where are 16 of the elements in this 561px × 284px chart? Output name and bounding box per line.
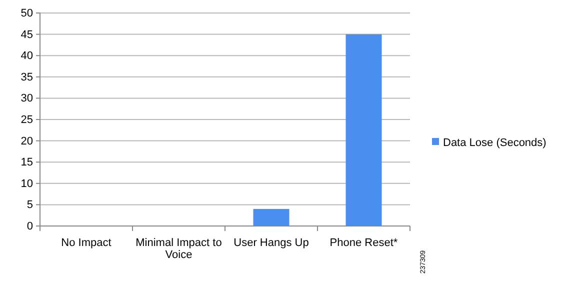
y-tick-label: 5 — [26, 199, 33, 212]
x-tick-label: User Hangs Up — [234, 237, 309, 249]
y-tick-label: 10 — [20, 178, 33, 190]
y-tick-label: 25 — [20, 114, 33, 126]
x-tick-label: No Impact — [61, 237, 112, 249]
y-tick-label: 30 — [20, 92, 33, 105]
y-tick-label: 35 — [20, 71, 33, 84]
y-tick-label: 15 — [20, 156, 33, 169]
x-tick-label: Phone Reset* — [330, 237, 398, 249]
legend-label: Data Lose (Seconds) — [443, 137, 546, 149]
y-tick-label: 40 — [20, 50, 33, 62]
y-tick-label: 45 — [20, 28, 33, 41]
y-tick-label: 0 — [26, 220, 33, 233]
y-tick-label: 50 — [20, 8, 33, 20]
x-tick-label: Minimal Impact to Voice — [136, 237, 222, 262]
y-tick-label: 20 — [20, 135, 33, 148]
